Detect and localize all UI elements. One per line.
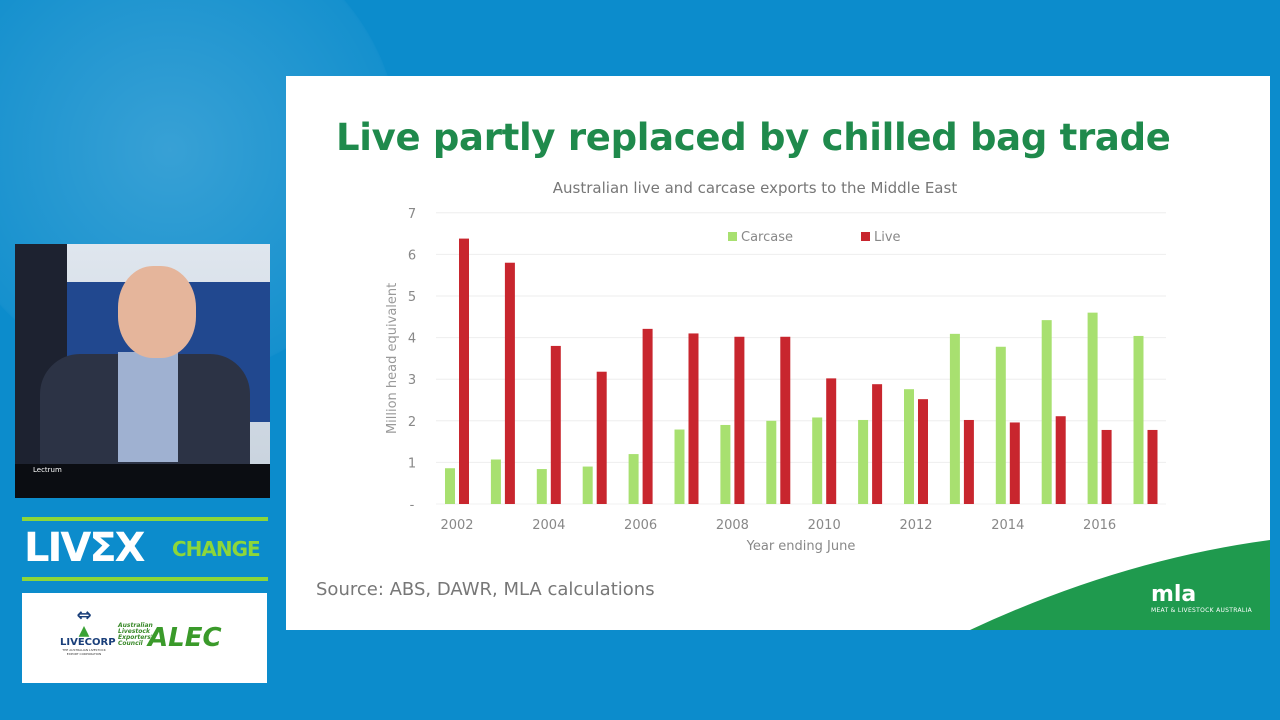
logo-text-change: CHANGE bbox=[172, 537, 261, 561]
bar-live-2007 bbox=[688, 333, 699, 504]
bar-carcase-2017 bbox=[1133, 335, 1144, 504]
bar-live-2006 bbox=[642, 328, 653, 504]
alec-name: ALEC bbox=[148, 623, 222, 653]
y-tick-label: 4 bbox=[408, 332, 416, 347]
sponsor-logos: ⇔ ▲ LIVECORP THE AUSTRALIAN LIVESTOCK EX… bbox=[22, 593, 267, 683]
logo-text-livex: LIVΣX bbox=[24, 525, 145, 571]
bar-live-2014 bbox=[1009, 422, 1020, 504]
bar-chart: - 1 2 3 4 5 6 7 2002 2004 2006 2008 2010 2012 2014 2016… bbox=[385, 207, 1166, 554]
x-tick-label: 2010 bbox=[808, 518, 841, 533]
lectern bbox=[15, 464, 270, 498]
livecorp-name: LIVECORP bbox=[60, 637, 116, 648]
bar-carcase-2003 bbox=[490, 459, 501, 504]
x-tick-label: 2016 bbox=[1083, 518, 1116, 533]
green-swoosh bbox=[970, 540, 1270, 630]
bar-carcase-2007 bbox=[674, 429, 685, 504]
y-tick-label: 7 bbox=[408, 207, 416, 222]
bar-carcase-2010 bbox=[812, 417, 823, 504]
bar-live-2005 bbox=[596, 371, 607, 504]
bar-live-2010 bbox=[826, 378, 837, 504]
lectern-label: Lectrum bbox=[33, 466, 62, 474]
bar-carcase-2014 bbox=[995, 346, 1006, 504]
x-tick-label: 2004 bbox=[532, 518, 565, 533]
bar-carcase-2015 bbox=[1041, 320, 1052, 504]
legend-swatch-carcase bbox=[728, 232, 737, 241]
bar-carcase-2016 bbox=[1087, 312, 1098, 504]
y-tick-label: 2 bbox=[408, 415, 416, 430]
bar-live-2015 bbox=[1055, 416, 1066, 504]
bar-live-2009 bbox=[780, 336, 791, 504]
ship-icon: ▲ bbox=[78, 623, 90, 639]
bar-live-2008 bbox=[734, 336, 745, 504]
bar-carcase-2006 bbox=[628, 454, 639, 504]
speaker-shirt bbox=[118, 352, 178, 462]
speaker-video: Lectrum bbox=[15, 244, 270, 498]
y-tick-label: 6 bbox=[408, 248, 416, 263]
bar-live-2016 bbox=[1101, 429, 1112, 504]
x-tick-label: 2012 bbox=[899, 518, 932, 533]
source-note: Source: ABS, DAWR, MLA calculations bbox=[316, 579, 655, 600]
y-tick-label: 3 bbox=[408, 373, 416, 388]
mla-logo: mla MEAT & LIVESTOCK AUSTRALIA bbox=[1151, 582, 1252, 614]
chart-title: Australian live and carcase exports to t… bbox=[552, 179, 958, 197]
mla-wordmark: mla bbox=[1150, 582, 1197, 607]
bar-carcase-2011 bbox=[858, 419, 869, 504]
alec-fullname: Australian Livestock Exporters' Council bbox=[118, 622, 153, 647]
x-tick-label: 2006 bbox=[624, 518, 657, 533]
bar-carcase-2002 bbox=[445, 468, 455, 504]
bar-live-2012 bbox=[918, 399, 928, 504]
bar-carcase-2013 bbox=[949, 333, 960, 504]
y-tick-label: - bbox=[410, 498, 415, 513]
bar-carcase-2004 bbox=[536, 469, 547, 504]
livecorp-subtitle: THE AUSTRALIAN LIVESTOCK EXPORT CORPORAT… bbox=[62, 648, 106, 656]
bar-live-2004 bbox=[550, 345, 561, 504]
bar-live-2017 bbox=[1147, 429, 1158, 504]
legend-swatch-live bbox=[861, 232, 870, 241]
y-axis-label: Million head equivalent bbox=[385, 283, 400, 434]
bar-live-2002 bbox=[459, 238, 469, 505]
presentation-slide: Live partly replaced by chilled bag trad… bbox=[286, 76, 1270, 630]
arrows-icon: ⇔ bbox=[76, 605, 92, 626]
speaker-head bbox=[118, 266, 196, 358]
bar-live-2013 bbox=[963, 419, 974, 504]
bar-live-2011 bbox=[872, 384, 883, 504]
x-tick-label: 2014 bbox=[991, 518, 1024, 533]
slide-title: Live partly replaced by chilled bag trad… bbox=[336, 116, 1171, 159]
bar-carcase-2008 bbox=[720, 424, 731, 504]
legend-label-live: Live bbox=[874, 230, 901, 245]
x-axis-label: Year ending June bbox=[746, 539, 856, 554]
bar-carcase-2012 bbox=[904, 389, 914, 504]
bar-live-2003 bbox=[504, 262, 515, 504]
x-tick-label: 2008 bbox=[716, 518, 749, 533]
bar-carcase-2005 bbox=[582, 466, 593, 504]
livexchange-logo: LIVΣX CHANGE bbox=[22, 517, 268, 581]
y-tick-label: 5 bbox=[408, 290, 416, 305]
mla-tagline: MEAT & LIVESTOCK AUSTRALIA bbox=[1150, 607, 1252, 614]
y-tick-label: 1 bbox=[408, 456, 416, 471]
bar-carcase-2009 bbox=[766, 420, 777, 504]
x-tick-label: 2002 bbox=[440, 518, 473, 533]
livecorp-logo: ⇔ ▲ LIVECORP THE AUSTRALIAN LIVESTOCK EX… bbox=[60, 605, 116, 657]
legend-label-carcase: Carcase bbox=[741, 230, 793, 245]
